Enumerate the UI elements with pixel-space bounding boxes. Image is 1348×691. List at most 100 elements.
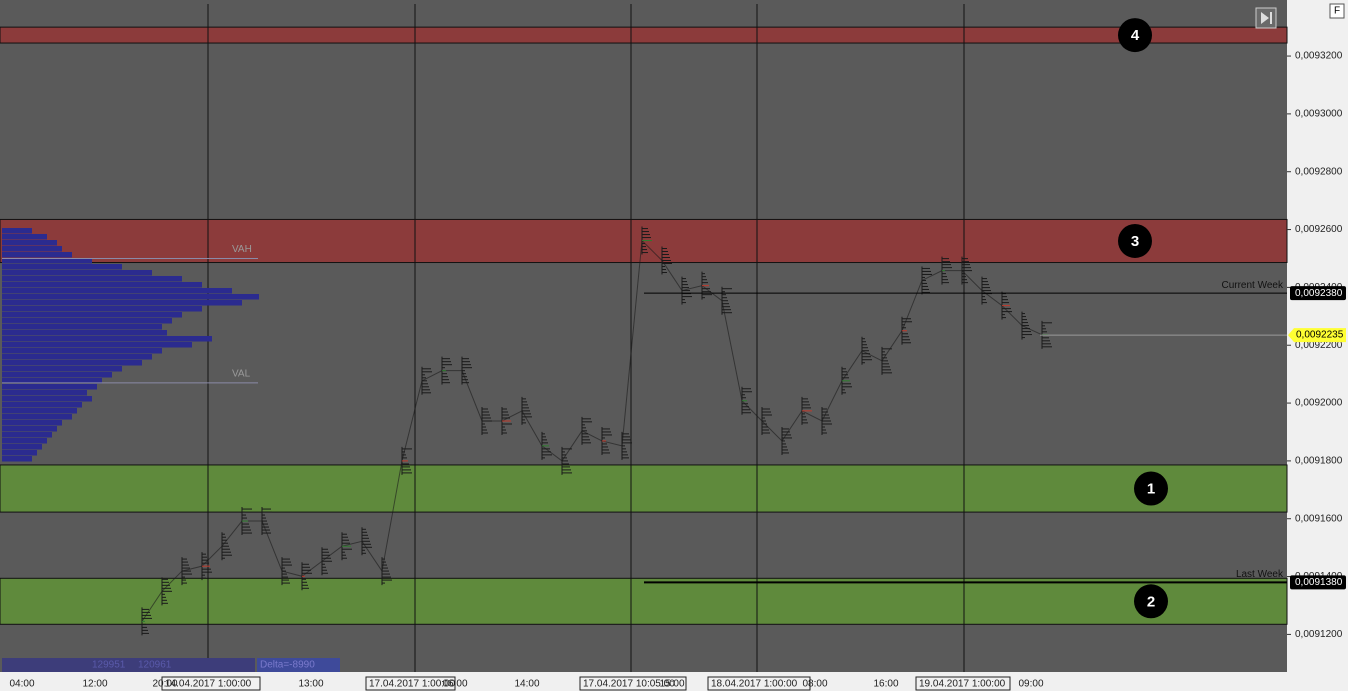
footprint-bar (321, 547, 332, 576)
footprint-bar (281, 557, 292, 586)
y-tick-label: 0,0092200 (1295, 340, 1343, 351)
footprint-bar (841, 366, 852, 395)
footprint-bar (261, 507, 272, 536)
footprint-bar (881, 346, 892, 375)
plot-background (0, 0, 1287, 672)
footprint-bar (441, 356, 452, 385)
level-price-box (1290, 286, 1346, 301)
y-tick-label: 0,0093000 (1295, 109, 1343, 120)
footprint-bar (241, 507, 252, 536)
footprint-bar (701, 271, 712, 300)
footprint-bar (161, 577, 172, 606)
footprint-bar (541, 431, 552, 460)
scroll-end-icon (1261, 12, 1272, 24)
footprint-bar (181, 557, 192, 586)
volume-label: 120961 (138, 660, 172, 671)
footprint-bar (301, 562, 312, 591)
x-tick-label: 12:00 (82, 679, 107, 690)
profile-bar (2, 372, 112, 378)
profile-bar (2, 276, 182, 282)
level-price-box (1290, 575, 1346, 590)
date-label: 18.04.2017 1:00:00 (711, 679, 798, 690)
volume-box (2, 658, 255, 672)
footprint-bar (1021, 311, 1032, 340)
zone (0, 577, 1288, 625)
footprint-bar (741, 386, 752, 415)
volume-label: 129951 (92, 660, 126, 671)
level-name: Current Week (1221, 280, 1284, 291)
profile-bar (2, 342, 192, 348)
footprint-bar (221, 532, 232, 561)
date-label: 17.04.2017 1:00:00 (369, 679, 456, 690)
profile-bar (2, 366, 122, 372)
profile-bar (2, 246, 62, 252)
footprint-bar (681, 276, 692, 305)
f-button[interactable] (1329, 3, 1345, 19)
profile-bar (2, 438, 47, 444)
x-tick-label: 09:00 (1018, 679, 1043, 690)
date-box (365, 676, 456, 691)
f-button-label: F (1334, 6, 1340, 17)
zone (0, 464, 1288, 513)
profile-bar (2, 444, 42, 450)
date-label: 14.04.2017 1:00:00 (165, 679, 252, 690)
footprint-bar (401, 446, 412, 475)
profile-bar (2, 336, 212, 342)
footprint-bar (381, 557, 392, 586)
footprint-bar (641, 226, 652, 255)
y-tick-label: 0,0092800 (1295, 166, 1343, 177)
y-tick-label: 0,0093200 (1295, 51, 1343, 62)
profile-bar (2, 306, 202, 312)
y-tick-label: 0,0092000 (1295, 398, 1343, 409)
profile-bar (2, 348, 162, 354)
footprint-bar (821, 406, 832, 435)
profile-bar (2, 402, 82, 408)
footprint-bar (201, 552, 212, 581)
delta-box (257, 658, 340, 672)
level-price-label: 0,0091380 (1295, 577, 1343, 588)
footprint-bar (961, 256, 972, 285)
profile-bar (2, 294, 259, 300)
value-area-label: VAH (232, 244, 252, 255)
footprint-bar (721, 286, 732, 315)
profile-bar (2, 432, 52, 438)
last-price-label: 0,0092235 (1296, 330, 1344, 341)
profile-bar (2, 324, 162, 330)
x-tick-label: 14:00 (514, 679, 539, 690)
footprint-bar (781, 426, 792, 455)
profile-bar (2, 282, 202, 288)
profile-bar (2, 270, 152, 276)
profile-bar (2, 330, 167, 336)
profile-bar (2, 414, 72, 420)
footprint-bar (521, 396, 532, 425)
zone-number: 1 (1147, 480, 1155, 497)
y-tick-label: 0,0092600 (1295, 224, 1343, 235)
y-tick-label: 0,0091200 (1295, 629, 1343, 640)
footprint-bar (141, 607, 152, 636)
date-box (707, 676, 811, 691)
footprint-bar (581, 416, 592, 445)
profile-bar (2, 456, 32, 462)
date-box (161, 676, 261, 691)
profile-bar (2, 378, 102, 384)
profile-bar (2, 252, 72, 258)
profile-bar (2, 360, 142, 366)
zone-number: 3 (1131, 233, 1139, 250)
date-box (579, 676, 687, 691)
date-label: 17.04.2017 10:05:00 (583, 679, 675, 690)
profile-bar (2, 234, 47, 240)
x-tick-label: 20:00 (152, 679, 177, 690)
last-price-box (1288, 328, 1346, 343)
profile-bar (2, 420, 62, 426)
level-name: Last Week (1236, 569, 1284, 580)
profile-bar (2, 228, 32, 234)
zone-marker (1134, 584, 1168, 619)
footprint-bar (861, 336, 872, 365)
date-box (915, 676, 1011, 691)
profile-bar (2, 300, 242, 306)
footprint-bar (901, 316, 912, 345)
date-label: 19.04.2017 1:00:00 (919, 679, 1006, 690)
footprint-bar (761, 406, 772, 435)
level-price-label: 0,0092380 (1295, 288, 1343, 299)
price-line (141, 239, 1043, 622)
